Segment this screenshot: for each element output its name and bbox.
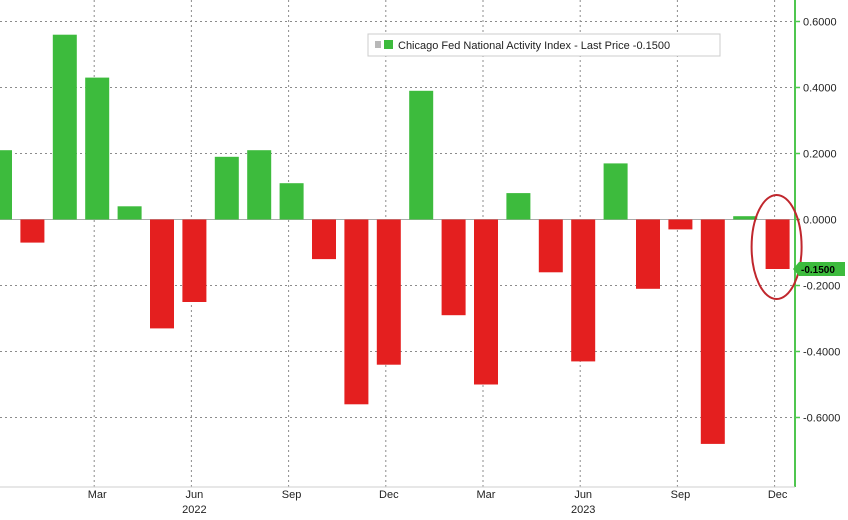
year-label: 2023 bbox=[571, 504, 595, 515]
bar bbox=[409, 90, 434, 220]
bar bbox=[214, 156, 239, 220]
bar bbox=[636, 219, 660, 289]
x-tick-label: Dec bbox=[768, 489, 788, 501]
y-tick-label: 0.4000 bbox=[803, 83, 837, 95]
bar bbox=[247, 150, 272, 220]
bar bbox=[279, 183, 304, 220]
bar bbox=[20, 219, 45, 243]
bars bbox=[0, 34, 790, 444]
last-price-tag bbox=[793, 262, 845, 276]
bar bbox=[603, 163, 628, 220]
bar bbox=[312, 219, 336, 260]
bar bbox=[474, 219, 498, 385]
bar bbox=[150, 219, 174, 329]
x-tick-label: Sep bbox=[671, 489, 691, 501]
x-tick-label: Sep bbox=[282, 489, 302, 501]
y-tick-label: -0.4000 bbox=[803, 347, 840, 359]
bar bbox=[441, 219, 466, 316]
bar bbox=[344, 219, 369, 405]
bar bbox=[668, 219, 693, 230]
bar bbox=[571, 219, 596, 362]
annotations: -0.1500 bbox=[750, 194, 845, 300]
bar bbox=[0, 150, 12, 220]
legend-label: Chicago Fed National Activity Index - La… bbox=[398, 40, 670, 52]
legend: Chicago Fed National Activity Index - La… bbox=[367, 33, 721, 57]
legend-marker bbox=[384, 40, 393, 49]
bar bbox=[700, 219, 725, 444]
x-tick-label: Mar bbox=[88, 489, 107, 501]
last-price-label: -0.1500 bbox=[801, 265, 835, 276]
highlight-circle bbox=[750, 194, 803, 300]
bar bbox=[52, 34, 77, 220]
x-tick-label: Dec bbox=[379, 489, 399, 501]
y-tick-label: 0.0000 bbox=[803, 215, 837, 227]
y-tick-label: -0.2000 bbox=[803, 281, 840, 293]
y-tick-label: 0.2000 bbox=[803, 149, 837, 161]
y-tick-label: -0.6000 bbox=[803, 413, 840, 425]
bar bbox=[376, 219, 401, 365]
x-tick-label: Jun bbox=[574, 489, 592, 501]
x-tick-label: Jun bbox=[186, 489, 204, 501]
legend-box bbox=[367, 33, 721, 57]
bar bbox=[182, 219, 207, 302]
bar bbox=[765, 219, 790, 269]
bar bbox=[117, 206, 142, 220]
bar bbox=[538, 219, 563, 273]
bar bbox=[733, 216, 758, 220]
legend-marker-small bbox=[375, 41, 381, 48]
bar bbox=[506, 193, 531, 220]
bar bbox=[85, 77, 110, 220]
x-tick-label: Mar bbox=[477, 489, 496, 501]
year-label: 2022 bbox=[182, 504, 206, 515]
y-tick-label: 0.6000 bbox=[803, 17, 837, 29]
